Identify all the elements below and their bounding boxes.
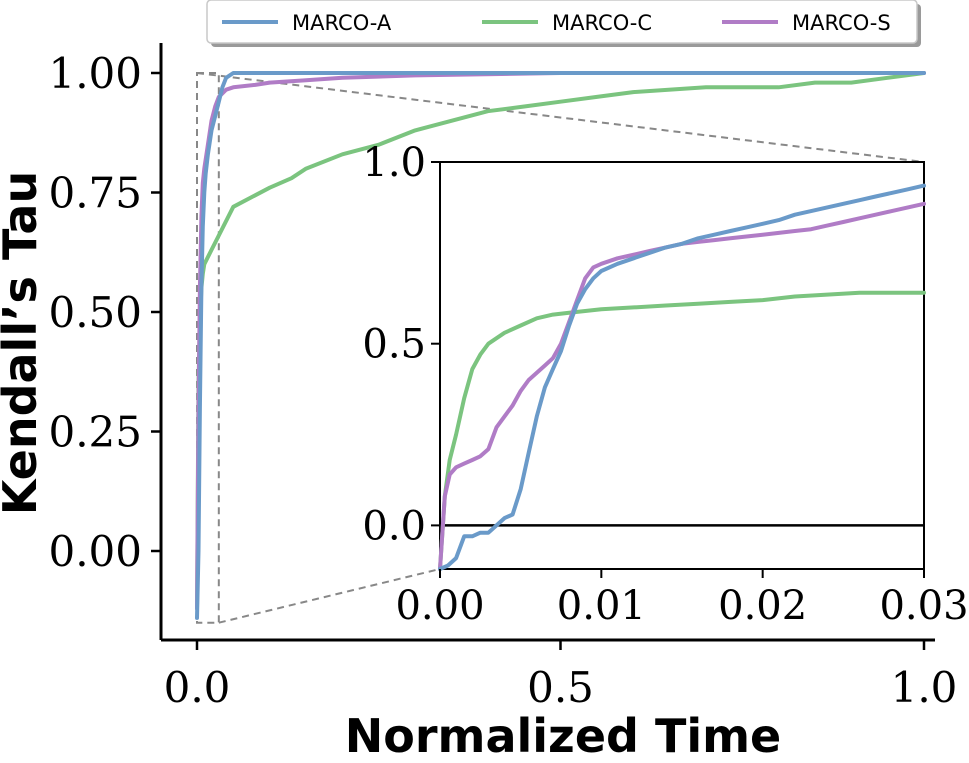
y-tick-label: 0.00 — [48, 527, 142, 576]
legend-label: MARCO-A — [292, 11, 392, 35]
main-series — [195, 71, 926, 620]
y-tick-label: 0.75 — [48, 169, 142, 218]
x-tick-label: 0.5 — [527, 663, 594, 712]
y-axis-title: Kendall’s Tau — [0, 171, 47, 515]
zoom-connector-bottom — [218, 568, 441, 624]
x-tick-label: 1.0 — [891, 663, 958, 712]
inset-y-tick-label: 1.0 — [362, 140, 426, 186]
main-line-marco-a — [195, 71, 926, 620]
main-ticks: 0.0 0.5 1.0 0.00 0.25 0.50 0.75 1.00 — [48, 49, 957, 712]
inset-ticks: 0.00 0.01 0.02 0.03 0.0 0.5 1.0 — [362, 140, 968, 629]
y-tick-label: 0.25 — [48, 408, 142, 457]
inset-line-marco-a — [438, 183, 926, 571]
inset-x-tick-label: 0.03 — [879, 583, 968, 629]
inset-line-marco-s — [438, 201, 926, 571]
x-tick-label: 0.0 — [164, 663, 231, 712]
inset-series — [438, 183, 926, 571]
legend-label: MARCO-S — [792, 11, 891, 35]
legend-label: MARCO-C — [552, 11, 652, 35]
inset-y-tick-label: 0.5 — [362, 322, 426, 368]
x-axis-title: Normalized Time — [345, 709, 781, 763]
inset-y-tick-label: 0.0 — [362, 503, 426, 549]
inset-panel — [439, 161, 925, 570]
inset-x-tick-label: 0.00 — [395, 583, 484, 629]
zoom-connector-top — [196, 72, 925, 163]
legend: MARCO-A MARCO-C MARCO-S — [206, 0, 921, 47]
y-tick-label: 0.50 — [48, 288, 142, 337]
inset-line-marco-c — [438, 290, 926, 571]
inset-x-tick-label: 0.01 — [557, 583, 646, 629]
y-tick-label: 1.00 — [48, 49, 142, 98]
zoom-box — [196, 72, 220, 624]
inset-x-tick-label: 0.02 — [718, 583, 807, 629]
